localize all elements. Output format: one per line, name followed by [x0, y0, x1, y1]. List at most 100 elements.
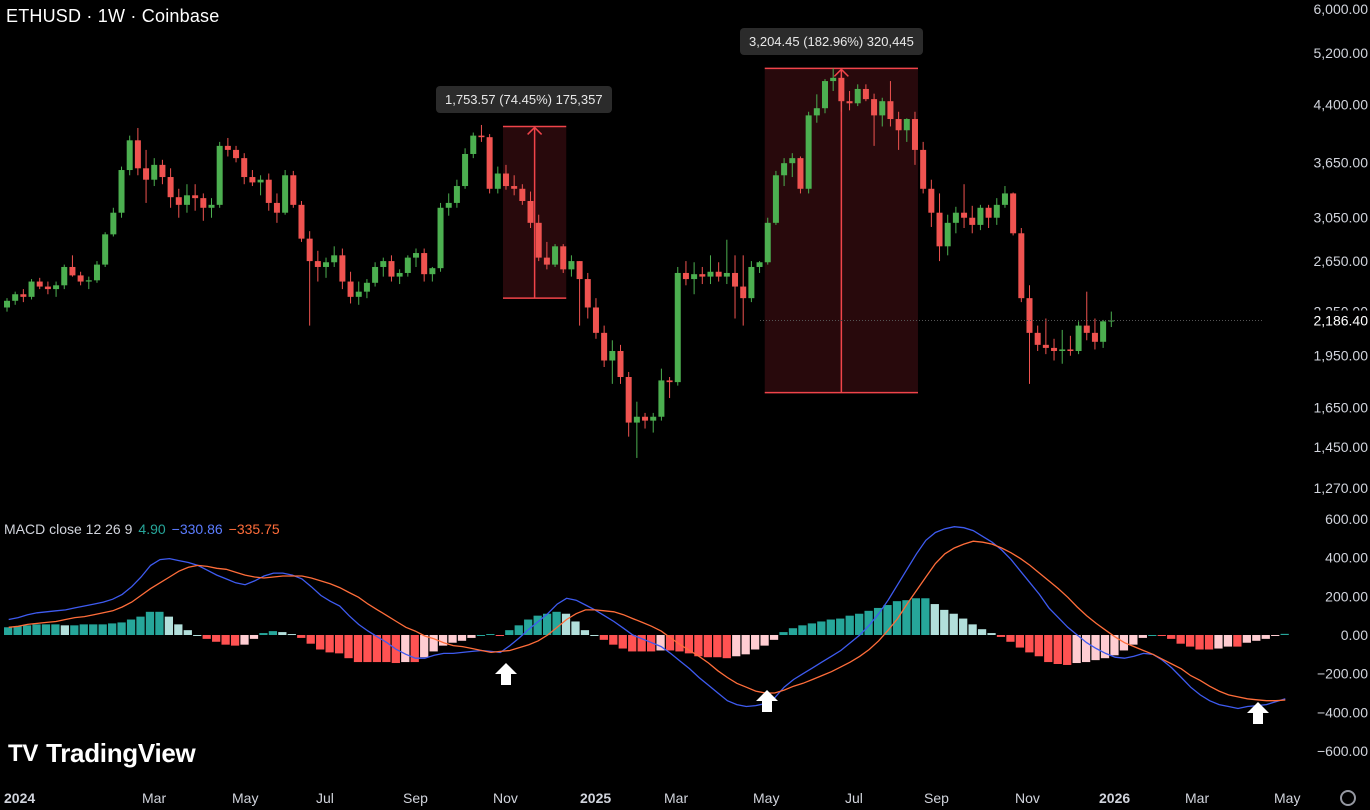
candle-body [895, 119, 902, 131]
macd-hist-bar [1100, 635, 1110, 659]
time-tick-label: Nov [1015, 790, 1040, 806]
macd-hist-bar [174, 624, 183, 635]
time-tick-label: Jul [845, 790, 863, 806]
candle-body [380, 261, 387, 267]
candle-body [85, 280, 92, 282]
macd-hist-bar [590, 635, 599, 636]
candle-body [830, 77, 837, 82]
macd-hist-bar [769, 635, 779, 640]
candle-body [363, 282, 370, 292]
time-tick-label: 2025 [580, 790, 611, 806]
candle-body [887, 101, 894, 120]
macd-tick-label: −400.00 [1317, 704, 1368, 720]
macd-hist-bar [1148, 635, 1157, 636]
macd-hist-bar [1242, 635, 1251, 643]
macd-hist-bar [212, 635, 221, 642]
candle-body [781, 163, 788, 176]
macd-hist-bar [855, 613, 864, 635]
macd-hist-bar [193, 635, 202, 636]
macd-tick-label: 600.00 [1325, 511, 1368, 527]
candle-body [1010, 193, 1017, 234]
macd-hist-bar [732, 635, 741, 657]
macd-hist-bar [883, 605, 892, 635]
macd-legend: MACD close 12 26 9 4.90 −330.86 −335.75 [4, 521, 286, 537]
macd-hist-bar [911, 598, 921, 635]
candle-body [519, 188, 526, 201]
macd-hist-bar [1195, 635, 1204, 650]
candle-body [592, 307, 599, 333]
candle-body [216, 145, 223, 205]
price-tick-label: 4,400.00 [1314, 97, 1369, 113]
candle-body [576, 261, 583, 280]
time-tick-label: 2024 [4, 790, 35, 806]
measure-tooltip-1: 1,753.57 (74.45%) 175,357 [436, 86, 612, 113]
macd-hist-bar [647, 635, 656, 652]
macd-hist-bar [230, 635, 240, 646]
candle-body [1034, 332, 1041, 345]
macd-hist-bar [1223, 635, 1233, 647]
candle-body [396, 272, 403, 277]
macd-hist-bar [722, 635, 731, 659]
price-tick-label: 6,000.00 [1314, 1, 1369, 17]
macd-hist-bar [1138, 635, 1147, 638]
candle-body [502, 173, 509, 187]
macd-hist-bar [448, 635, 457, 643]
candle-body [208, 204, 215, 208]
macd-hist-bar [1204, 635, 1214, 650]
macd-hist-bar [89, 624, 98, 635]
macd-hist-bar [1214, 635, 1223, 649]
candle-body [723, 272, 730, 277]
candle-body [53, 285, 60, 290]
macd-hist-bar [1006, 635, 1015, 642]
candle-body [143, 168, 150, 180]
candle-body [617, 351, 624, 378]
macd-hist-bar [665, 635, 675, 651]
macd-hist-bar [1015, 635, 1025, 648]
candle-body [413, 253, 419, 258]
macd-hist-bar [902, 600, 911, 635]
time-tick-label: May [753, 790, 779, 806]
candle-body [69, 266, 76, 276]
candle-body [642, 416, 649, 421]
macd-hist-bar [628, 635, 637, 652]
candle-body [265, 179, 272, 203]
macd-hist-bar [542, 613, 552, 635]
time-tick-label: 2026 [1099, 790, 1130, 806]
price-tick-label: 1,950.00 [1314, 348, 1369, 364]
up-arrow-icon [756, 690, 778, 712]
macd-hist-bar [202, 635, 211, 639]
candle-body [486, 137, 493, 189]
macd-hist-bar [410, 635, 419, 663]
macd-hist-bar [1176, 635, 1185, 644]
candle-body [764, 222, 771, 263]
macd-hist-bar [968, 624, 977, 635]
up-arrow-icon [495, 663, 517, 685]
price-tick-label: 5,200.00 [1314, 45, 1369, 61]
macd-hist-bar [22, 625, 32, 635]
macd-hist-bar [599, 635, 608, 640]
settings-icon[interactable] [1340, 790, 1356, 806]
candle-body [756, 262, 763, 267]
candle-body [404, 257, 411, 273]
macd-hist-bar [533, 615, 542, 635]
candle-body [20, 294, 27, 297]
candle-body [1026, 298, 1033, 333]
candle-body [699, 274, 706, 277]
macd-hist-bar [1034, 635, 1043, 657]
candle-body [682, 272, 689, 280]
candle-body [985, 207, 992, 218]
macd-hist-bar [268, 631, 278, 635]
candle-body [323, 262, 330, 267]
candle-body [470, 135, 477, 154]
candle-body [151, 164, 158, 180]
macd-tick-label: −600.00 [1317, 743, 1368, 759]
candle-body [249, 177, 256, 183]
tradingview-logo[interactable]: TV TradingView [8, 738, 196, 769]
macd-hist-bar [817, 621, 826, 635]
price-tick-label: 3,650.00 [1314, 154, 1369, 170]
macd-hist-bar [4, 627, 13, 635]
candle-body [1100, 321, 1107, 342]
candle-body [609, 351, 616, 361]
macd-hist-bar [363, 635, 372, 663]
macd-hist-bar [580, 630, 590, 635]
